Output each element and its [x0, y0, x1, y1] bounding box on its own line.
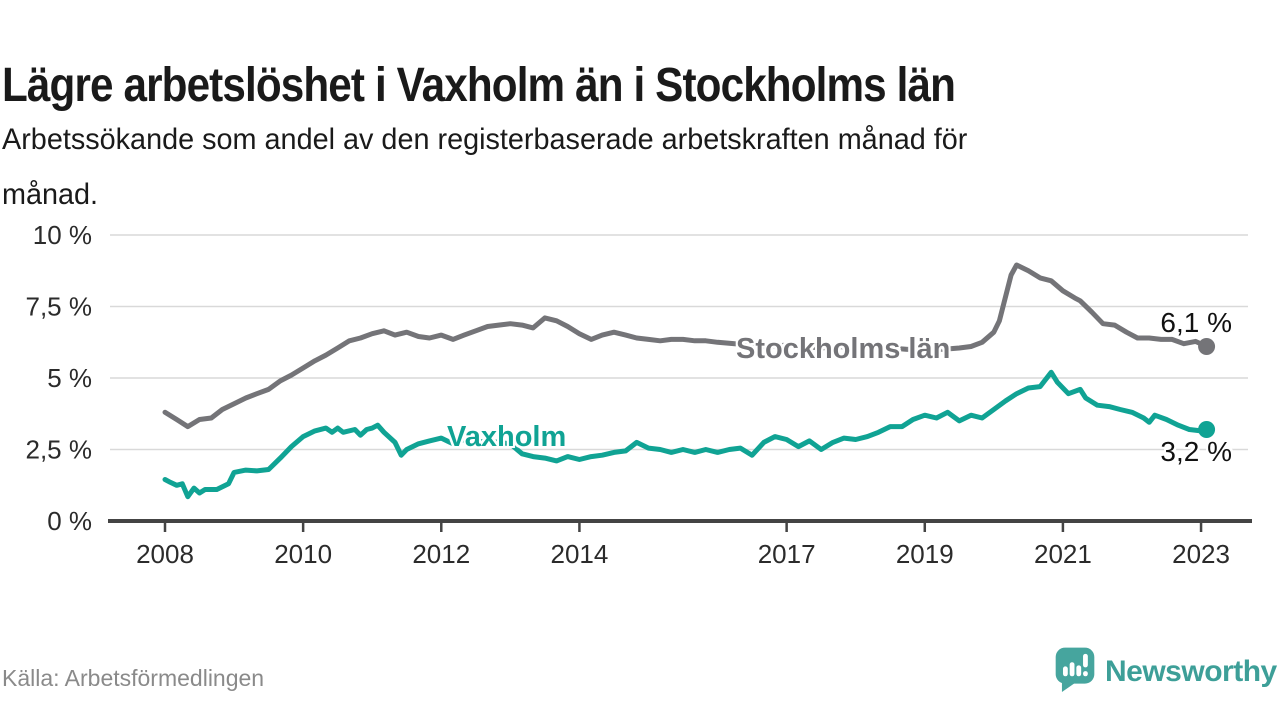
- y-tick-label: 10 %: [33, 220, 92, 250]
- newsworthy-wordmark: Newsworthy: [1105, 655, 1277, 688]
- y-tick-label: 2,5 %: [26, 435, 93, 465]
- series-line-stockholms-l-n: [162, 262, 1210, 430]
- subtitle-line-2: månad.: [2, 178, 99, 211]
- x-tick-label: 2017: [758, 539, 816, 569]
- series-label-stockholms-lan: Stockholms län: [736, 333, 951, 365]
- series-label-vaxholm: Vaxholm: [447, 421, 567, 453]
- x-tick-label: 2010: [274, 539, 332, 569]
- x-tick-label: 2014: [550, 539, 608, 569]
- newsworthy-speech-bubble-chart-icon: [1054, 646, 1096, 698]
- x-tick-label: 2021: [1034, 539, 1092, 569]
- newsworthy-logo: Newsworthy: [1054, 646, 1277, 698]
- chart-subtitle: Arbetssökande som andel av den registerb…: [2, 112, 967, 222]
- x-tick-label: 2019: [896, 539, 954, 569]
- x-tick-label: 2012: [412, 539, 470, 569]
- series-end-dot-stockholms-l-n: [1198, 338, 1216, 356]
- subtitle-line-1: Arbetssökande som andel av den registerb…: [2, 123, 968, 156]
- x-tick-label: 2023: [1172, 539, 1230, 569]
- y-tick-label: 0 %: [47, 506, 92, 536]
- series-line-vaxholm: [162, 369, 1210, 500]
- series-end-dot-vaxholm: [1198, 420, 1216, 438]
- y-tick-label: 5 %: [47, 363, 92, 393]
- page-title: Lägre arbetslöshet i Vaxholm än i Stockh…: [2, 59, 956, 113]
- end-value-label-vaxholm: 3,2 %: [1160, 436, 1232, 467]
- source-credit: Källa: Arbetsförmedlingen: [2, 665, 265, 691]
- y-tick-label: 7,5 %: [26, 292, 93, 322]
- end-value-label-stockholms-lan: 6,1 %: [1160, 307, 1232, 338]
- x-tick-label: 2008: [136, 539, 194, 569]
